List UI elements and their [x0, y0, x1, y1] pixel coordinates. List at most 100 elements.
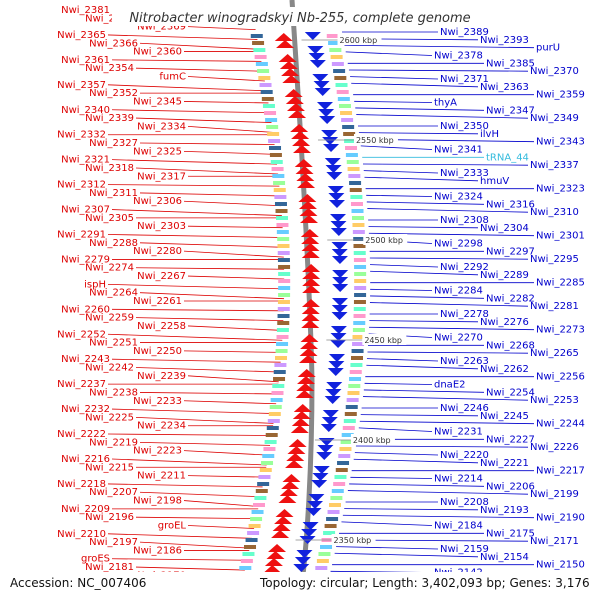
reverse-gene-arrow	[291, 418, 310, 426]
forward-gene-arrow	[329, 354, 346, 362]
kbp-label: 2600 kbp	[340, 36, 378, 45]
gene-label: Nwi_2354	[85, 63, 134, 74]
gene-label: groEL	[158, 520, 187, 531]
gene-label: Nwi_2325	[133, 146, 182, 157]
gene-label: Nwi_2352	[89, 88, 138, 99]
gene-label: Nwi_2310	[530, 207, 579, 218]
gene-label: Nwi_2225	[85, 412, 134, 423]
reverse-gene-arrow	[300, 215, 319, 223]
forward-strand-features	[293, 32, 367, 572]
category-block	[346, 398, 359, 402]
gene-label: Nwi_2227	[486, 434, 535, 445]
category-block	[345, 405, 358, 409]
gene-label: Nwi_2303	[137, 221, 186, 232]
kbp-label: 2500 kbp	[365, 236, 403, 245]
kbp-label: 2550 kbp	[356, 136, 394, 145]
forward-gene-arrow	[331, 242, 348, 250]
forward-gene-arrow	[330, 326, 347, 334]
gene-label: Nwi_2159	[440, 544, 489, 555]
forward-gene-arrow	[332, 284, 349, 292]
category-block	[278, 293, 291, 297]
gene-label: Nwi_2196	[85, 512, 134, 523]
category-block	[343, 419, 356, 423]
forward-gene-arrow	[316, 452, 333, 460]
leader-line	[355, 107, 485, 111]
leader-line	[364, 176, 479, 182]
gene-label: Nwi_2312	[57, 180, 106, 191]
forward-gene-arrow	[332, 277, 349, 285]
gene-label: Nwi_2239	[137, 371, 186, 382]
forward-gene-arrow	[330, 333, 347, 341]
category-block	[245, 538, 258, 542]
gene-label: Nwi_2197	[89, 537, 138, 548]
reverse-gene-arrow	[302, 285, 321, 293]
category-block	[344, 412, 357, 416]
category-block	[341, 118, 354, 122]
gene-label: Nwi_2393	[480, 35, 529, 46]
category-block	[327, 510, 340, 514]
gene-label: Nwi_2190	[536, 513, 585, 524]
gene-label: Nwi_2216	[61, 454, 110, 465]
forward-gene-arrow	[313, 81, 330, 89]
forward-gene-arrow	[312, 74, 329, 82]
reverse-gene-arrow	[299, 355, 318, 363]
category-block	[347, 167, 360, 171]
category-block	[345, 146, 358, 150]
leader-line	[341, 521, 433, 526]
category-block	[277, 321, 290, 325]
leader-line	[356, 114, 529, 119]
leader-line	[350, 76, 439, 80]
gene-label: Nwi_2256	[536, 372, 585, 383]
gene-label: Nwi_2186	[133, 545, 182, 556]
forward-gene-arrow	[311, 480, 328, 488]
gene-label: groES	[81, 554, 110, 565]
leader-line	[366, 358, 439, 362]
forward-gene-arrow	[293, 564, 310, 572]
category-block	[338, 104, 351, 108]
category-block	[251, 510, 264, 514]
forward-gene-arrow	[318, 438, 335, 446]
forward-gene-arrow	[317, 445, 334, 453]
category-block	[252, 41, 265, 45]
category-block	[353, 258, 366, 262]
leader-line	[344, 44, 535, 49]
gene-label: Nwi_2175	[486, 528, 535, 539]
category-block	[261, 461, 274, 465]
category-block	[337, 461, 350, 465]
reverse-gene-arrow	[268, 544, 287, 552]
reverse-gene-arrow	[297, 180, 316, 188]
gene-label: Nwi_2199	[530, 489, 579, 500]
reverse-gene-arrow	[301, 243, 320, 251]
forward-gene-arrow	[330, 340, 347, 348]
gene-label: Nwi_2250	[133, 346, 182, 357]
reverse-gene-arrow	[271, 530, 290, 538]
gene-label: Nwi_2252	[57, 329, 106, 340]
leader-line	[187, 26, 256, 31]
category-block	[353, 244, 366, 248]
forward-gene-arrow	[328, 361, 345, 369]
leader-line	[107, 483, 263, 488]
gene-label: Nwi_2245	[480, 411, 529, 422]
reverse-gene-arrow	[293, 145, 312, 153]
reverse-gene-arrow	[279, 488, 298, 496]
leader-line	[111, 109, 271, 114]
category-block	[351, 349, 364, 353]
category-block	[353, 251, 366, 255]
forward-gene-arrow	[332, 270, 349, 278]
reverse-gene-arrow	[295, 390, 314, 398]
gene-label: ispH	[84, 279, 106, 290]
gene-label: Nwi_2263	[440, 356, 489, 367]
category-block	[258, 475, 271, 479]
forward-gene-arrow	[318, 109, 335, 117]
reverse-gene-arrow	[299, 348, 318, 356]
gene-label: Nwi_2268	[486, 340, 535, 351]
gene-label: Nwi_2274	[85, 263, 134, 274]
gene-label: Nwi_2292	[440, 262, 489, 273]
category-block	[277, 251, 290, 255]
forward-gene-arrow	[309, 60, 326, 68]
gene-label: Nwi_2323	[536, 184, 585, 195]
kbp-backdrop	[350, 434, 395, 445]
leader-line	[139, 392, 278, 395]
leader-line	[135, 267, 285, 270]
gene-label: Nwi_2207	[89, 487, 138, 498]
